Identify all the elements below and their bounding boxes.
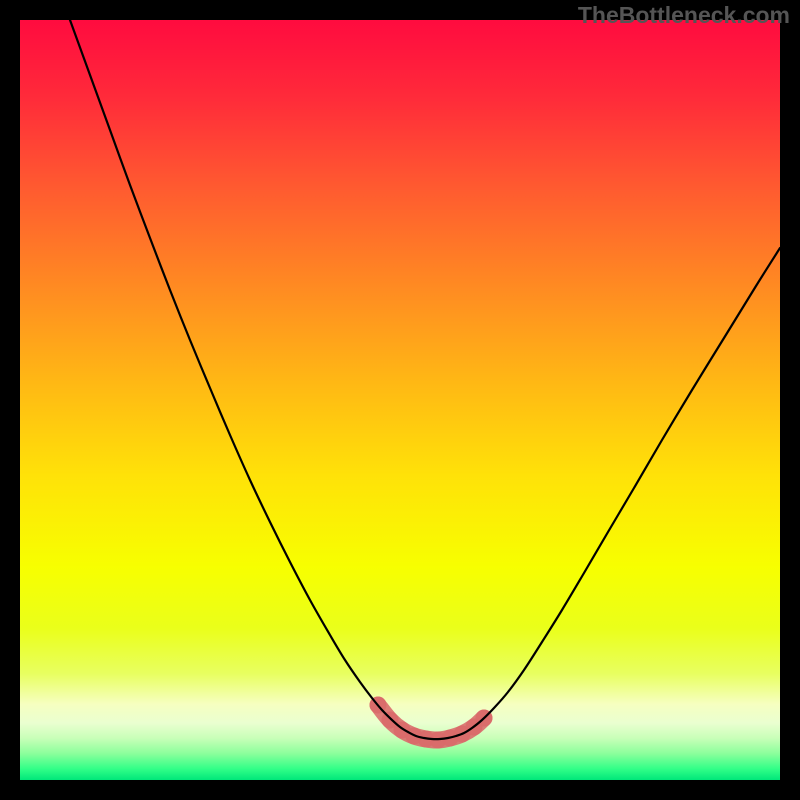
plot-area: [20, 20, 780, 780]
watermark-label: TheBottleneck.com: [578, 2, 790, 29]
plot-svg: [20, 20, 780, 780]
gradient-background: [20, 20, 780, 780]
chart-frame: TheBottleneck.com: [0, 0, 800, 800]
